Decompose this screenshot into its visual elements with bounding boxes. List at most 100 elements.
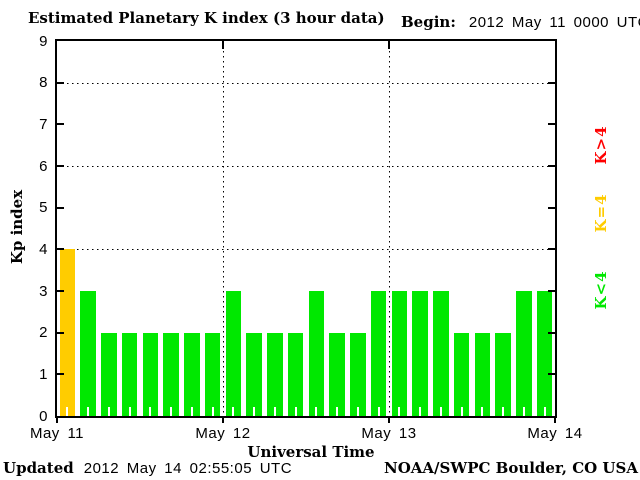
- y-axis-tick-left: [57, 123, 64, 126]
- begin-value: 2012 May 11 0000 UTC: [468, 14, 640, 31]
- y-axis-tick-right: [548, 373, 555, 376]
- updated-value: 2012 May 14 02:55:05 UTC: [83, 460, 293, 477]
- bar-base-tick: [66, 407, 69, 416]
- y-tick-label: 8: [39, 74, 48, 92]
- top-axis-tick: [388, 41, 390, 49]
- y-tick-label: 1: [39, 365, 48, 383]
- y-axis-tick-right: [548, 248, 555, 251]
- y-axis-tick-left: [57, 290, 64, 292]
- y-tick-label: 4: [39, 240, 48, 258]
- y-axis-tick-left: [57, 165, 64, 167]
- gridlines: [57, 41, 555, 416]
- y-tick-label: 9: [39, 32, 48, 50]
- x-axis-title: Universal Time: [247, 443, 375, 461]
- bottom-axis-tick: [56, 418, 58, 423]
- bar-base-tick: [128, 407, 131, 416]
- kp-bar: [474, 332, 491, 416]
- updated-timestamp: Updated 2012 May 14 02:55:05 UTC: [3, 459, 292, 477]
- bar-base-tick: [273, 407, 276, 416]
- bottom-axis-tick: [222, 418, 224, 423]
- kp-bar: [287, 332, 304, 416]
- kp-bar: [329, 332, 345, 416]
- day-boundary-gridline: [222, 41, 224, 416]
- kp-bar: [308, 291, 325, 416]
- gridline-kp8: [57, 82, 555, 84]
- kp-bar: [453, 332, 470, 416]
- y-axis-tick-right: [548, 331, 555, 334]
- top-axis-tick: [222, 41, 224, 49]
- bar-base-tick: [419, 407, 422, 416]
- bottom-axis-tick: [388, 418, 390, 423]
- bar-base-tick: [190, 407, 193, 416]
- bar-base-tick: [315, 407, 318, 416]
- y-tick-label: 5: [39, 199, 48, 217]
- y-axis-tick-left: [57, 331, 64, 334]
- kp-bar: [184, 332, 200, 416]
- kp-bar: [121, 332, 138, 416]
- x-day-label: May 14: [527, 425, 583, 442]
- bar-base-tick: [232, 407, 235, 416]
- legend-label: K<4: [592, 270, 610, 310]
- bar-base-tick: [398, 407, 401, 416]
- y-axis-tick-right: [548, 290, 555, 292]
- x-day-label: May 11: [29, 425, 85, 442]
- y-tick-label: 0: [39, 407, 48, 425]
- bar-base-tick: [149, 407, 152, 416]
- bar-base-tick: [481, 407, 484, 416]
- kp-bar: [350, 332, 366, 416]
- bar-base-tick: [502, 407, 505, 416]
- legend-label: K=4: [592, 193, 610, 233]
- begin-timestamp: Begin: 2012 May 11 0000 UTC: [401, 13, 640, 31]
- updated-label: Updated: [3, 459, 74, 477]
- legend-label: K>4: [592, 125, 610, 165]
- y-tick-label: 3: [39, 282, 48, 300]
- y-axis-tick-left: [57, 248, 64, 251]
- kp-bar: [246, 332, 262, 416]
- y-axis-tick-left: [57, 81, 64, 84]
- y-tick-label: 2: [39, 324, 48, 342]
- bar-base-tick: [253, 407, 256, 416]
- bar-base-tick: [522, 407, 525, 416]
- kp-bar: [163, 332, 179, 416]
- bar-base-tick: [356, 407, 359, 416]
- bottom-axis-tick: [554, 418, 556, 423]
- kp-bar: [516, 291, 532, 416]
- y-axis-tick-right: [548, 206, 555, 209]
- kp-bar: [142, 332, 159, 416]
- kp-bar: [495, 332, 511, 416]
- bar-base-tick: [377, 407, 380, 416]
- kp-bar: [536, 291, 553, 416]
- bar-base-tick: [211, 407, 214, 416]
- kp-bar: [204, 332, 221, 416]
- kp-bar: [370, 291, 387, 416]
- kp-bars: [57, 41, 555, 416]
- bar-base-tick: [460, 407, 463, 416]
- credit-text: NOAA/SWPC Boulder, CO USA: [383, 459, 638, 477]
- bar-base-tick: [543, 407, 546, 416]
- x-day-label: May 12: [195, 425, 251, 442]
- kp-bar: [267, 332, 283, 416]
- y-tick-label: 6: [39, 157, 48, 175]
- plot-area: [55, 39, 557, 418]
- kp-bar: [433, 291, 449, 416]
- bar-base-tick: [107, 407, 110, 416]
- kp-bar: [80, 291, 96, 416]
- x-day-label: May 13: [361, 425, 417, 442]
- y-axis-tick-right: [548, 165, 555, 167]
- y-tick-label: 7: [39, 115, 48, 133]
- kp-bar: [412, 291, 428, 416]
- bar-base-tick: [170, 407, 173, 416]
- chart-title: Estimated Planetary K index (3 hour data…: [28, 9, 385, 27]
- y-axis-tick-left: [57, 373, 64, 376]
- bar-base-tick: [87, 407, 90, 416]
- bar-base-tick: [294, 407, 297, 416]
- bar-base-tick: [439, 407, 442, 416]
- kp-bar: [225, 291, 242, 416]
- begin-label: Begin:: [401, 13, 456, 31]
- gridline-kp4: [57, 249, 555, 251]
- gridline-kp6: [57, 166, 555, 167]
- kp-bar: [391, 291, 408, 416]
- y-axis-tick-left: [57, 206, 64, 209]
- day-boundary-gridline: [388, 41, 390, 416]
